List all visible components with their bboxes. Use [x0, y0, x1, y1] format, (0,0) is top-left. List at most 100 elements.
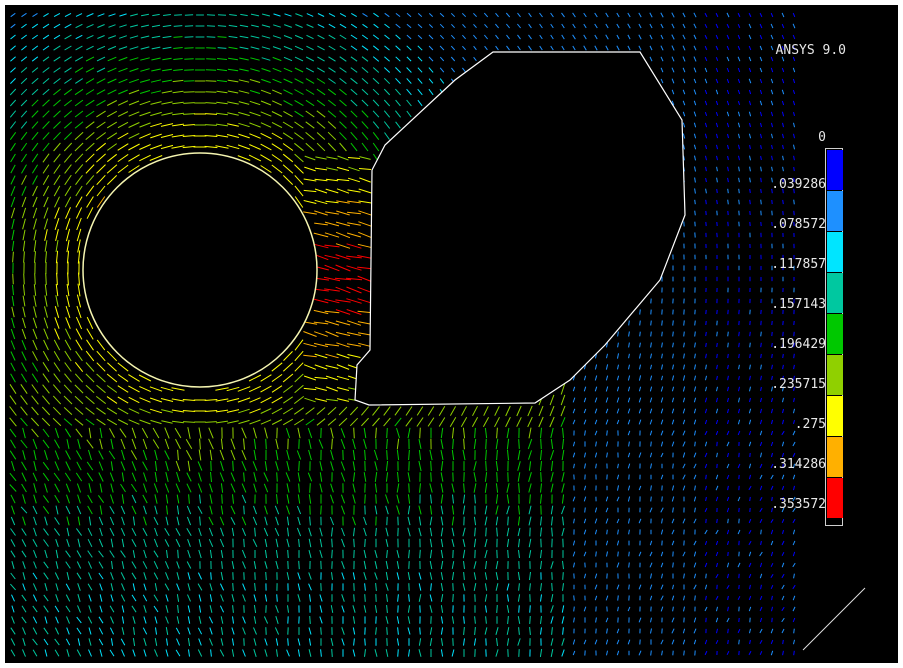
vector-arrow [737, 111, 741, 117]
vector-arrow [738, 353, 740, 359]
vector-arrow [429, 483, 433, 493]
vector-arrow [74, 373, 84, 383]
vector-arrow [209, 505, 213, 515]
vector-arrow [350, 56, 358, 62]
vector-arrow [781, 34, 785, 40]
vector-arrow [339, 78, 347, 84]
vector-arrow [143, 483, 147, 493]
vector-arrow [334, 277, 352, 281]
vector-arrow [716, 353, 718, 359]
vector-arrow [484, 583, 488, 591]
vector-arrow [11, 306, 15, 318]
vector-arrow [363, 605, 367, 613]
vector-arrow [176, 616, 180, 624]
vector-arrow [151, 46, 161, 50]
vector-arrow [384, 132, 390, 140]
vector-arrow [172, 79, 184, 83]
vector-arrow [340, 439, 346, 449]
vector-arrow [595, 463, 597, 469]
vector-arrow [539, 12, 543, 18]
vector-arrow [528, 483, 532, 493]
vector-arrow [660, 67, 664, 73]
vector-arrow [85, 153, 95, 163]
vector-arrow [53, 45, 61, 51]
vector-arrow [331, 572, 333, 580]
vector-arrow [661, 364, 663, 370]
vector-arrow [660, 474, 664, 480]
vector-arrow [561, 12, 565, 18]
vector-arrow [143, 605, 147, 613]
vector-arrow [572, 23, 576, 29]
vector-arrow [64, 428, 72, 438]
vector-arrow [250, 68, 260, 72]
vector-arrow [495, 438, 499, 450]
vector-arrow [517, 616, 521, 624]
vector-arrow [450, 56, 456, 62]
vector-arrow [439, 67, 445, 73]
vector-arrow [408, 649, 410, 657]
vector-arrow [86, 316, 94, 330]
vector-arrow [484, 23, 488, 29]
vector-arrow [605, 419, 609, 425]
vector-arrow [176, 516, 180, 526]
vector-arrow [260, 396, 272, 404]
vector-arrow [216, 420, 228, 424]
vector-arrow [671, 617, 675, 623]
vector-arrow [682, 56, 686, 62]
vector-arrow [20, 142, 28, 152]
vector-arrow [305, 418, 315, 426]
vector-arrow [440, 427, 444, 439]
vector-arrow [76, 505, 82, 515]
vector-arrow [704, 133, 708, 139]
vector-arrow [85, 132, 95, 140]
vector-arrow [451, 572, 455, 580]
vector-arrow [362, 12, 368, 18]
vector-arrow [418, 527, 422, 537]
vector-arrow [483, 406, 489, 416]
vector-arrow [770, 650, 774, 656]
vector-arrow [462, 427, 466, 439]
vector-arrow [220, 594, 224, 602]
vector-arrow [55, 250, 59, 264]
vector-arrow [738, 133, 740, 139]
vector-arrow [693, 111, 697, 117]
vector-arrow [283, 396, 293, 404]
vector-arrow [770, 562, 774, 568]
vector-arrow [726, 463, 730, 469]
vector-arrow [460, 417, 468, 427]
vector-arrow [253, 472, 257, 482]
vector-arrow [793, 199, 795, 205]
vector-arrow [781, 12, 785, 18]
vector-arrow [154, 494, 158, 504]
vector-arrow [119, 24, 127, 28]
vector-arrow [131, 472, 137, 482]
vector-arrow [99, 427, 103, 439]
vector-arrow [271, 143, 283, 151]
vector-arrow [485, 460, 487, 472]
vector-arrow [10, 78, 16, 84]
vector-arrow [716, 375, 718, 381]
vector-arrow [782, 375, 784, 381]
vector-arrow [726, 496, 730, 502]
vector-arrow [395, 110, 401, 118]
vector-arrow [617, 606, 619, 612]
vector-arrow [75, 450, 83, 460]
vector-arrow [140, 57, 150, 61]
vector-arrow [627, 430, 631, 436]
vector-arrow [693, 628, 697, 634]
vector-arrow [110, 616, 114, 624]
vector-arrow [428, 24, 434, 28]
vector-arrow [793, 144, 795, 150]
vector-arrow [243, 472, 245, 482]
vector-arrow [294, 153, 304, 163]
vector-arrow [139, 419, 151, 425]
vector-arrow [55, 295, 59, 307]
vector-arrow [583, 397, 587, 403]
vector-arrow [294, 164, 304, 174]
vector-arrow [341, 638, 345, 646]
vector-arrow [220, 638, 224, 646]
vector-arrow [63, 395, 73, 405]
vector-arrow [142, 561, 148, 569]
vector-arrow [516, 405, 522, 417]
vector-arrow [110, 461, 114, 471]
